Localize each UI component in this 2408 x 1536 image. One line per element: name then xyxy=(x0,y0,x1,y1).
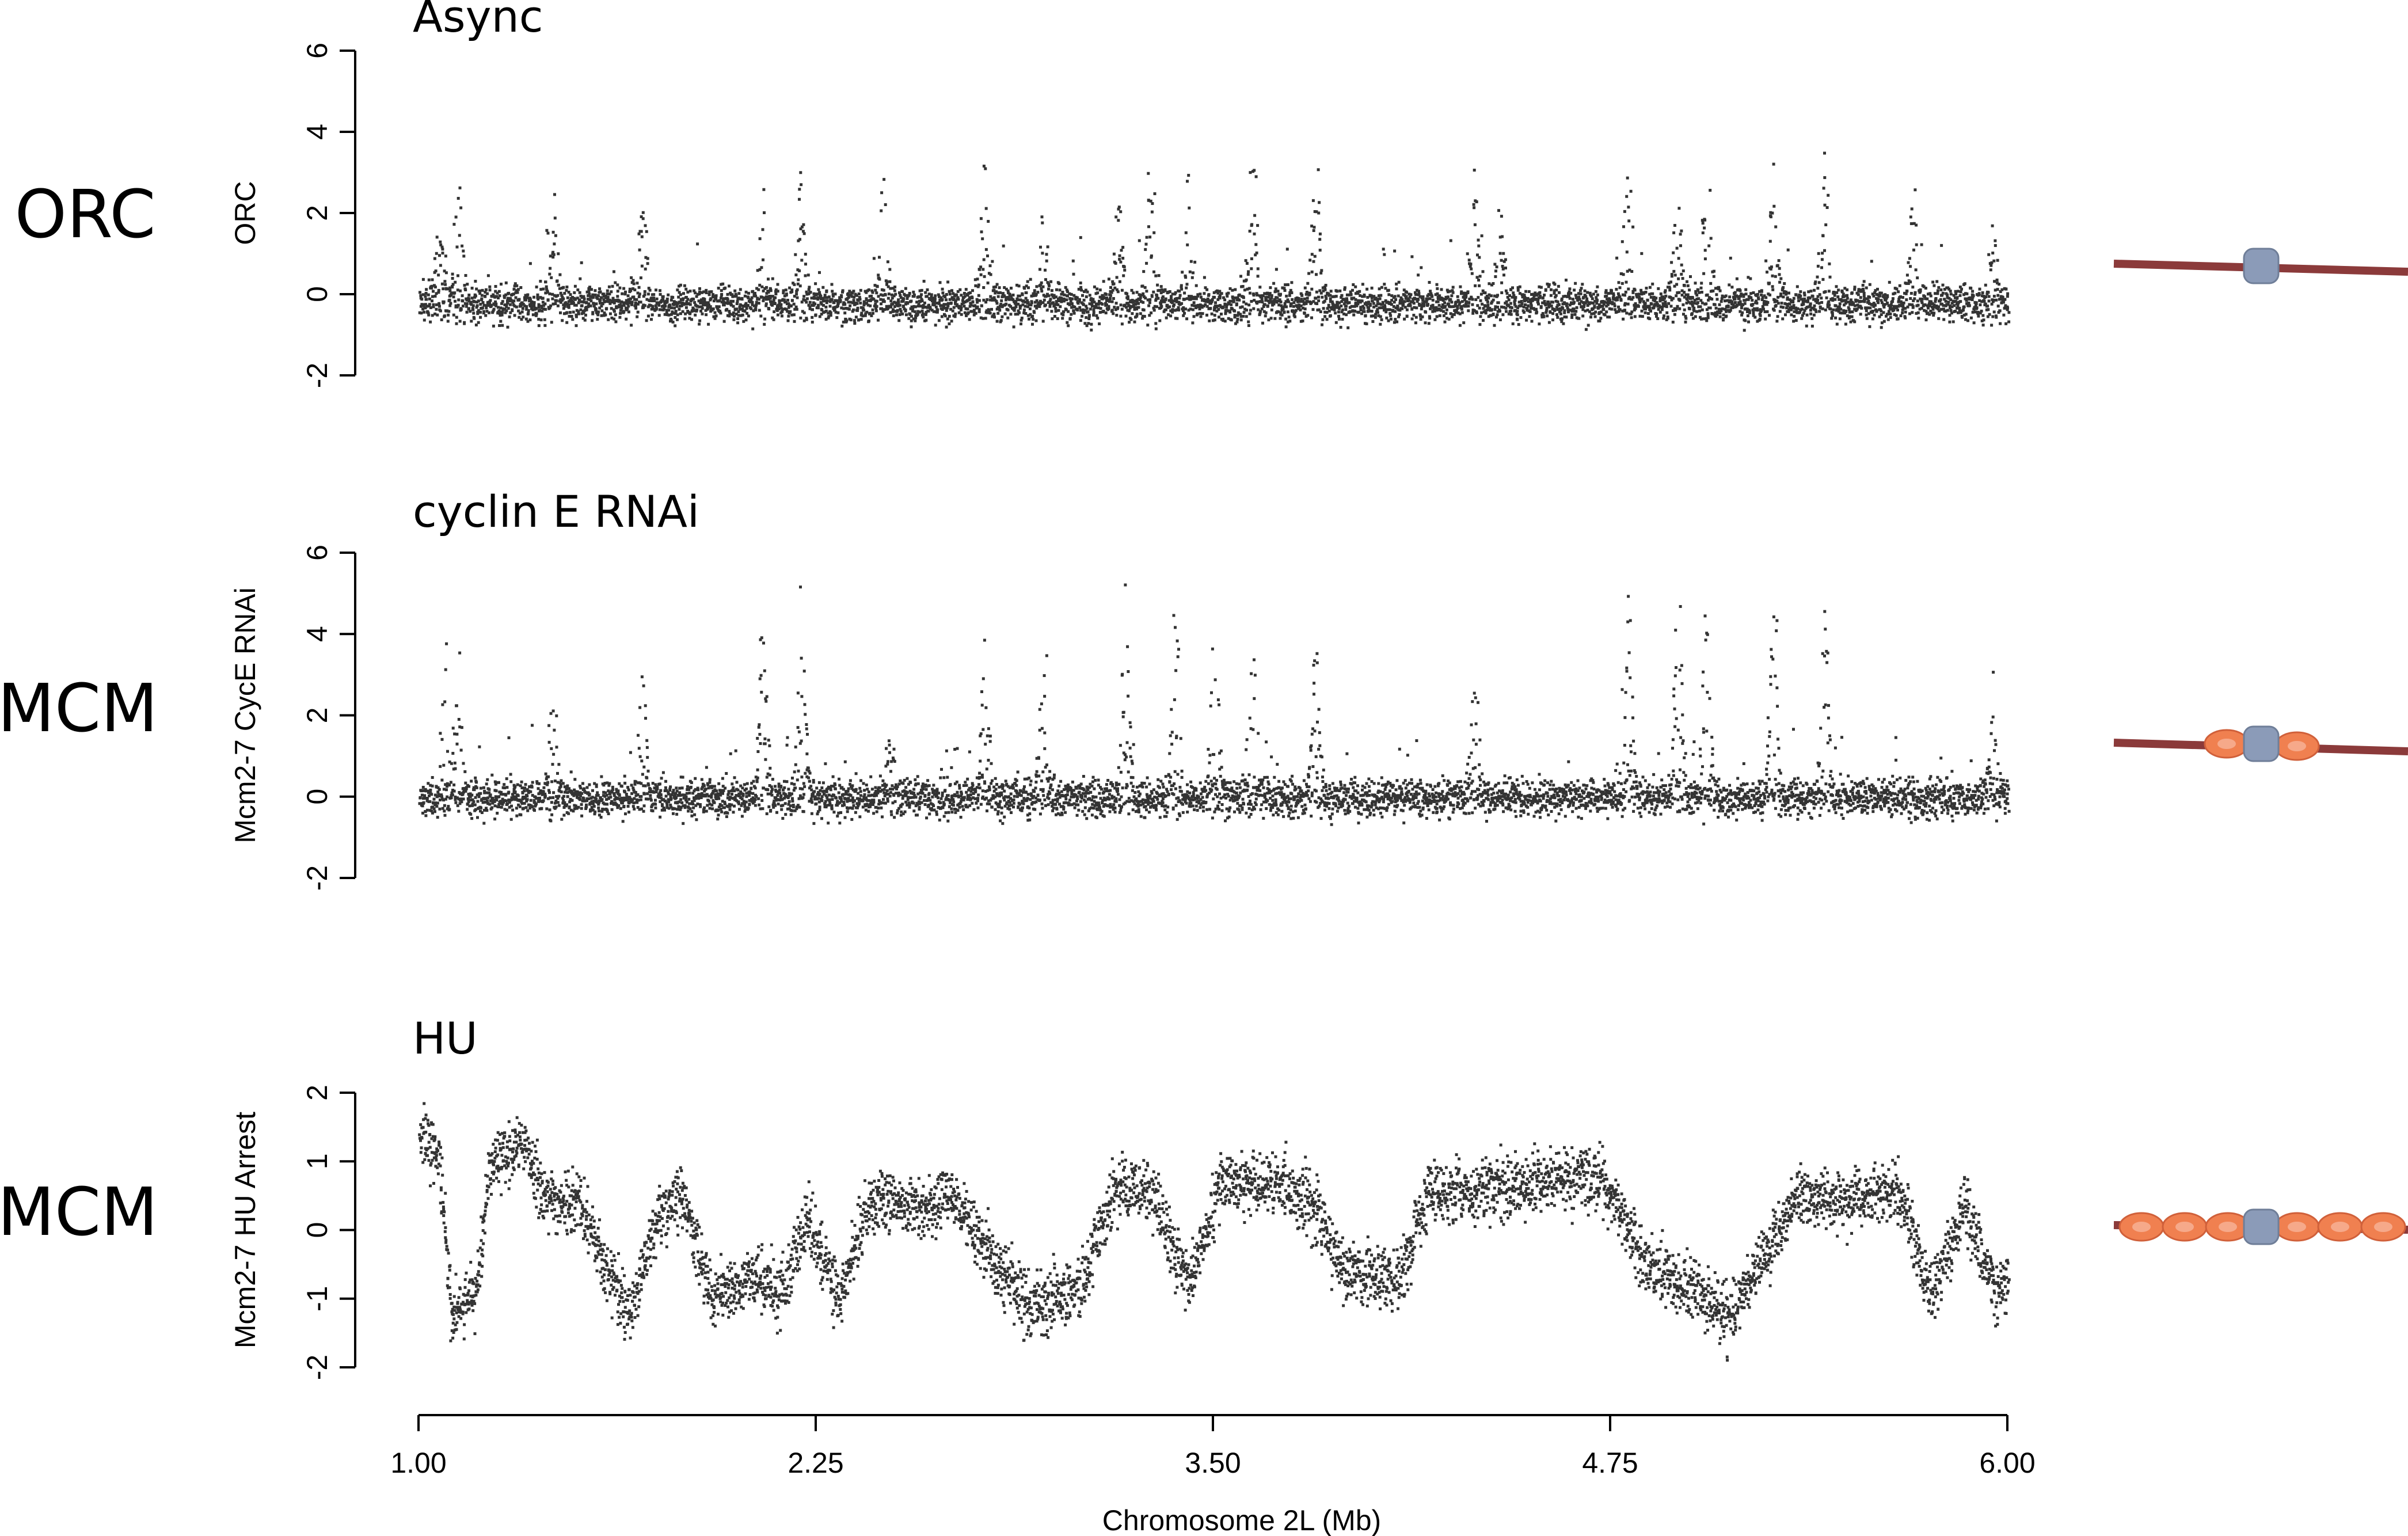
data-points xyxy=(418,1102,2011,1362)
mcm-ring-center xyxy=(2219,1222,2237,1232)
y-tick-label: 4 xyxy=(301,124,333,140)
chart-title: HU xyxy=(413,1013,478,1064)
y-tick-label: 2 xyxy=(301,205,333,221)
mcm-ring-center xyxy=(2288,741,2306,751)
data-points xyxy=(418,151,2011,332)
y-tick-label: 4 xyxy=(301,626,333,642)
chart-title: cyclin E RNAi xyxy=(413,486,699,537)
y-tick-label: -2 xyxy=(301,363,333,388)
x-tick-label: 1.00 xyxy=(390,1447,446,1479)
x-tick-label: 3.50 xyxy=(1185,1447,1241,1479)
y-tick-label: 2 xyxy=(301,708,333,724)
y-tick-label: 0 xyxy=(301,286,333,302)
row-label-orc: ORC xyxy=(15,176,156,253)
mcm-ring-center xyxy=(2374,1222,2392,1232)
y-tick-label: -2 xyxy=(301,865,333,891)
panel-async: Async -2 0 2 4 6 ORC xyxy=(229,0,2011,388)
y-tick-label: 6 xyxy=(301,43,333,59)
orc-on-dna-icon xyxy=(2113,248,2408,284)
y-axis-label: ORC xyxy=(229,181,261,245)
mcm-ring-center xyxy=(2331,1222,2349,1232)
orc-complex xyxy=(2243,1208,2280,1245)
y-tick-label: 6 xyxy=(301,545,333,561)
orc-complex xyxy=(2243,248,2280,284)
x-tick-label: 2.25 xyxy=(788,1447,843,1479)
y-tick-label: 0 xyxy=(301,1222,333,1238)
orc-complex xyxy=(2243,725,2280,762)
panel-hu: HU -2 -1 0 1 2 Mcm2-7 HU Arrest 1.00 2.25 3.50 4.7… xyxy=(229,1013,2036,1536)
mcm-ring-center xyxy=(2288,1222,2306,1232)
mcm-ring-center xyxy=(2217,739,2236,749)
chart-title: Async xyxy=(413,0,543,42)
y-tick-label: -2 xyxy=(301,1355,333,1380)
y-axis-label: Mcm2-7 HU Arrest xyxy=(229,1112,261,1348)
x-tick-label: 6.00 xyxy=(1979,1447,2035,1479)
y-tick-label: 1 xyxy=(301,1153,333,1169)
mcm-spread-orc-icon xyxy=(2113,1208,2408,1245)
panel-cyclin-e-rnai: cyclin E RNAi -2 0 2 4 6 Mcm2-7 CycE RNAi xyxy=(229,486,2011,891)
data-points xyxy=(418,583,2011,826)
y-tick-label: -1 xyxy=(301,1286,333,1311)
row-label-mcm-hu: MCM xyxy=(0,1174,158,1251)
row-label-mcm-cyclin: MCM xyxy=(0,670,158,747)
x-tick-label: 4.75 xyxy=(1582,1447,1638,1479)
y-axis-label: Mcm2-7 CycE RNAi xyxy=(229,587,261,843)
mcm-loaded-orc-icon xyxy=(2113,725,2408,762)
y-tick-label: 0 xyxy=(301,789,333,805)
mcm-ring-center xyxy=(2132,1222,2151,1232)
mcm-ring-center xyxy=(2175,1222,2194,1232)
y-tick-label: 2 xyxy=(301,1085,333,1101)
x-axis-label: Chromosome 2L (Mb) xyxy=(1102,1504,1381,1536)
